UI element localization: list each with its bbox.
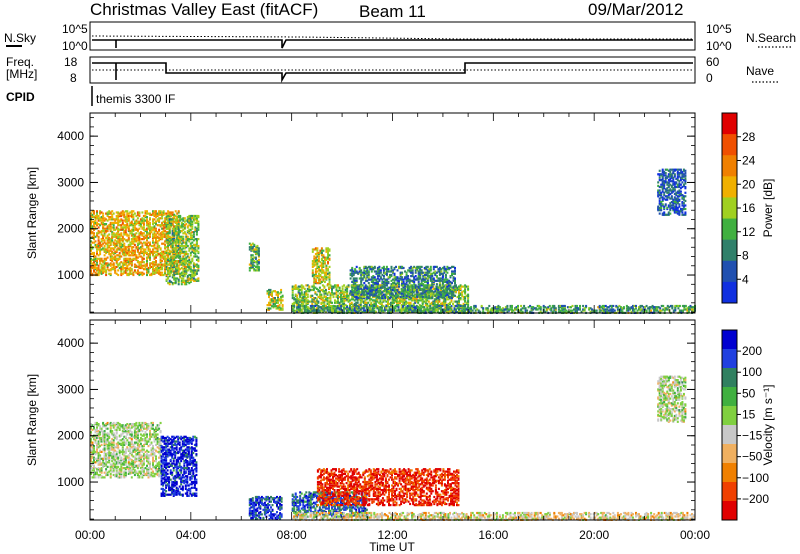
nave-tick-bottom: 0: [706, 71, 713, 85]
x-tick-label: 12:00: [377, 528, 407, 542]
power-colorbar-tick: 4: [742, 272, 749, 286]
colorbar-swatch: [722, 425, 737, 445]
nsky-tick-top: 10^5: [62, 22, 88, 36]
cpid-value: themis 3300 IF: [96, 92, 175, 106]
x-tick-label: 16:00: [478, 528, 508, 542]
colorbar-swatch: [722, 260, 737, 283]
power-echo-region: [248, 242, 260, 272]
velocity-colorbar-tick: −200: [742, 492, 769, 506]
freq-strip: Freq. [MHz] 18 8 60 0 Nave: [6, 55, 778, 85]
velocity-echo-region: [160, 435, 198, 497]
colorbar-swatch: [722, 239, 737, 262]
power-y-tick-label: 2000: [57, 222, 84, 236]
nsky-strip: N.Sky 10^5 10^0 10^5 10^0 N.Search: [4, 21, 796, 53]
x-tick-label: 00:00: [680, 528, 710, 542]
velocity-colorbar-tick: −15: [742, 429, 763, 443]
nsky-tick-bottom: 10^0: [62, 39, 88, 53]
velocity-echo-region: [248, 495, 283, 521]
velocity-echoes: [90, 375, 695, 521]
velocity-colorbar-label: Velocity [m s⁻¹]: [761, 384, 775, 465]
colorbar-swatch: [722, 330, 737, 350]
power-echo-region: [165, 214, 200, 286]
velocity-colorbar-tick: 15: [742, 407, 756, 421]
power-y-tick-label: 4000: [57, 129, 84, 143]
colorbar-swatch: [722, 444, 737, 464]
nsearch-tick-top: 10^5: [706, 22, 732, 36]
power-echo-region: [266, 288, 284, 311]
colorbar-swatch: [722, 134, 737, 156]
power-colorbar-tick: 8: [742, 249, 749, 263]
power-colorbar: 4 8 12 16 20 24 28 Power [dB]: [721, 112, 775, 304]
freq-label: Freq.: [6, 55, 34, 69]
velocity-y-tick-label: 4000: [57, 336, 84, 350]
colorbar-swatch: [722, 349, 737, 369]
colorbar-swatch: [722, 501, 737, 521]
colorbar-swatch: [722, 218, 737, 241]
x-tick-label: 04:00: [176, 528, 206, 542]
velocity-colorbar-tick: 50: [742, 386, 756, 400]
colorbar-swatch: [722, 406, 737, 426]
power-colorbar-tick: 12: [742, 225, 756, 239]
colorbar-swatch: [722, 368, 737, 388]
date-label: 09/Mar/2012: [588, 0, 683, 19]
velocity-y-tick-label: 1000: [57, 475, 84, 489]
x-tick-label: 20:00: [579, 528, 609, 542]
nsearch-tick-bottom: 10^0: [706, 39, 732, 53]
velocity-colorbar-tick: 200: [742, 344, 762, 358]
velocity-colorbar: 200 100 50 15 −15 −50 −100 −200 Velocity [m s⁻¹]: [721, 329, 775, 521]
velocity-y-tick-label: 3000: [57, 382, 84, 396]
nsky-label: N.Sky: [4, 31, 36, 45]
freq-tick-bottom: 8: [70, 71, 77, 85]
velocity-colorbar-tick: −50: [742, 450, 763, 464]
power-colorbar-tick: 16: [742, 201, 756, 215]
velocity-y-tick-label: 2000: [57, 429, 84, 443]
power-y-tick-label: 3000: [57, 175, 84, 189]
colorbar-swatch: [722, 197, 737, 220]
nsearch-label: N.Search: [746, 31, 796, 45]
power-panel: 1000 2000 3000 4000 Slant Range [km] 4 8 12 16 20…: [25, 112, 775, 314]
power-colorbar-tick: 20: [742, 177, 756, 191]
colorbar-swatch: [722, 155, 737, 177]
colorbar-swatch: [722, 482, 737, 502]
velocity-echo-region: [657, 375, 687, 423]
nave-label: Nave: [746, 64, 774, 78]
colorbar-swatch: [722, 387, 737, 407]
velocity-echo-region: [316, 468, 460, 507]
power-echo-region: [349, 265, 456, 300]
power-echo-region: [657, 168, 687, 216]
colorbar-swatch: [722, 176, 737, 198]
power-y-axis-label: Slant Range [km]: [25, 167, 39, 259]
power-colorbar-label: Power [dB]: [761, 179, 775, 238]
cpid-label: CPID: [6, 90, 35, 104]
velocity-echo-region: [90, 421, 162, 479]
power-echoes: [90, 168, 696, 314]
x-tick-label: 08:00: [277, 528, 307, 542]
velocity-colorbar-tick: 100: [742, 365, 762, 379]
power-y-tick-label: 1000: [57, 268, 84, 282]
x-tick-label: 00:00: [75, 528, 105, 542]
freq-tick-top: 18: [64, 55, 78, 69]
beam-label: Beam 11: [359, 2, 426, 21]
x-axis-label: Time UT: [369, 540, 415, 554]
cpid-strip: CPID themis 3300 IF: [6, 86, 175, 106]
colorbar-swatch: [722, 463, 737, 483]
freq-unit: [MHz]: [6, 67, 37, 81]
velocity-y-axis-label: Slant Range [km]: [25, 374, 39, 466]
power-colorbar-tick: 24: [742, 154, 756, 168]
colorbar-swatch: [722, 113, 737, 135]
colorbar-swatch: [722, 281, 737, 304]
power-echo-region: [311, 247, 331, 286]
station-title: Christmas Valley East (fitACF): [90, 0, 318, 19]
velocity-panel: 1000 2000 3000 4000 00:00 04:00 08:00 12:00 16:0…: [25, 319, 775, 542]
nave-tick-top: 60: [706, 55, 720, 69]
power-colorbar-tick: 28: [742, 130, 756, 144]
velocity-colorbar-tick: −100: [742, 471, 769, 485]
